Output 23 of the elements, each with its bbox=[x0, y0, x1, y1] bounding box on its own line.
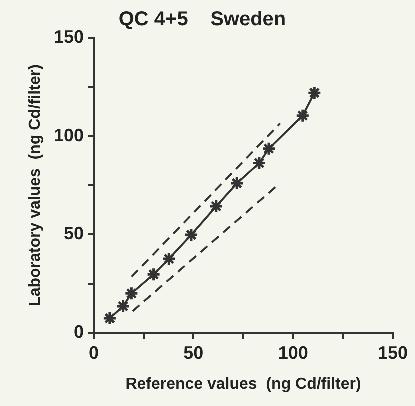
x-tick-label: 100 bbox=[278, 342, 308, 363]
point bbox=[209, 199, 224, 214]
point bbox=[102, 311, 118, 326]
point bbox=[262, 142, 276, 156]
y-axis-title: Laboratory values (ng Cd/filter) bbox=[27, 64, 44, 306]
x-tick-label: 150 bbox=[378, 342, 408, 363]
point bbox=[296, 108, 310, 124]
x-axis-title: Reference values (ng Cd/filter) bbox=[126, 376, 362, 393]
point bbox=[230, 176, 244, 191]
y-tick-label: 100 bbox=[54, 125, 84, 146]
point bbox=[162, 252, 176, 266]
y-tick-label: 50 bbox=[64, 224, 84, 244]
y-tick-label: 150 bbox=[54, 26, 84, 47]
point bbox=[124, 286, 139, 301]
point bbox=[252, 156, 267, 171]
x-tick-label: 0 bbox=[88, 342, 100, 363]
x-tick-label: 50 bbox=[184, 342, 204, 363]
y-tick-label: 0 bbox=[74, 322, 84, 342]
point bbox=[116, 299, 131, 314]
point bbox=[307, 86, 322, 100]
chart-title: QC 4+5 Sweden bbox=[118, 8, 286, 31]
point bbox=[184, 228, 199, 242]
point bbox=[146, 267, 162, 282]
